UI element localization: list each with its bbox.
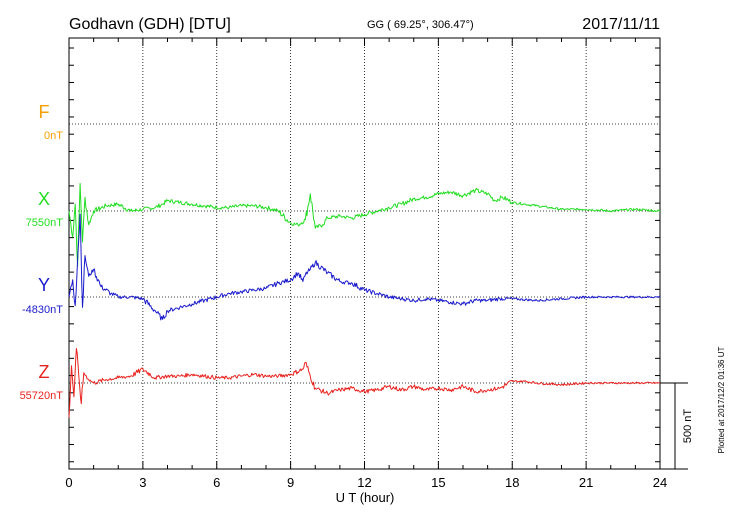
x-axis-ticks: 0 3 6 9 12 15 18 21 24 (65, 38, 667, 490)
series-group (68, 182, 661, 418)
baseline-value-x: 7550nT (26, 217, 64, 229)
x-tick-label: 12 (357, 475, 371, 490)
grid-lines (69, 38, 660, 469)
baseline-value-z: 55720nT (20, 390, 64, 402)
x-tick-label: 21 (579, 475, 593, 490)
date-label: 2017/11/11 (582, 16, 660, 33)
series-line-y (68, 213, 661, 321)
baseline-value-y: -4830nT (22, 304, 63, 316)
y-tick-marks (69, 47, 660, 463)
series-labels: F 0nT X 7550nT Y -4830nT Z 55720nT (20, 102, 64, 402)
scale-bar-label: 500 nT (682, 409, 694, 444)
x-tick-label: 24 (653, 475, 667, 490)
series-name-y: Y (38, 275, 50, 295)
x-axis-label: U T (hour) (336, 490, 395, 505)
x-tick-label: 6 (213, 475, 220, 490)
series-name-f: F (39, 102, 50, 122)
x-tick-label: 0 (65, 475, 72, 490)
plotted-timestamp: Plotted at 2017/12/2 01:36 UT (717, 347, 726, 454)
station-title: Godhavn (GDH) [DTU] (69, 16, 231, 33)
x-tick-label: 18 (505, 475, 519, 490)
coords-label: GG ( 69.25°, 306.47°) (367, 19, 474, 31)
x-tick-label: 3 (139, 475, 146, 490)
x-tick-label: 9 (287, 475, 294, 490)
series-name-x: X (38, 189, 50, 209)
series-line-x (68, 182, 661, 267)
series-name-z: Z (39, 362, 50, 382)
series-line-z (68, 348, 661, 418)
x-tick-label: 15 (431, 475, 445, 490)
scale-bar (660, 382, 688, 470)
baseline-value-f: 0nT (44, 130, 63, 142)
